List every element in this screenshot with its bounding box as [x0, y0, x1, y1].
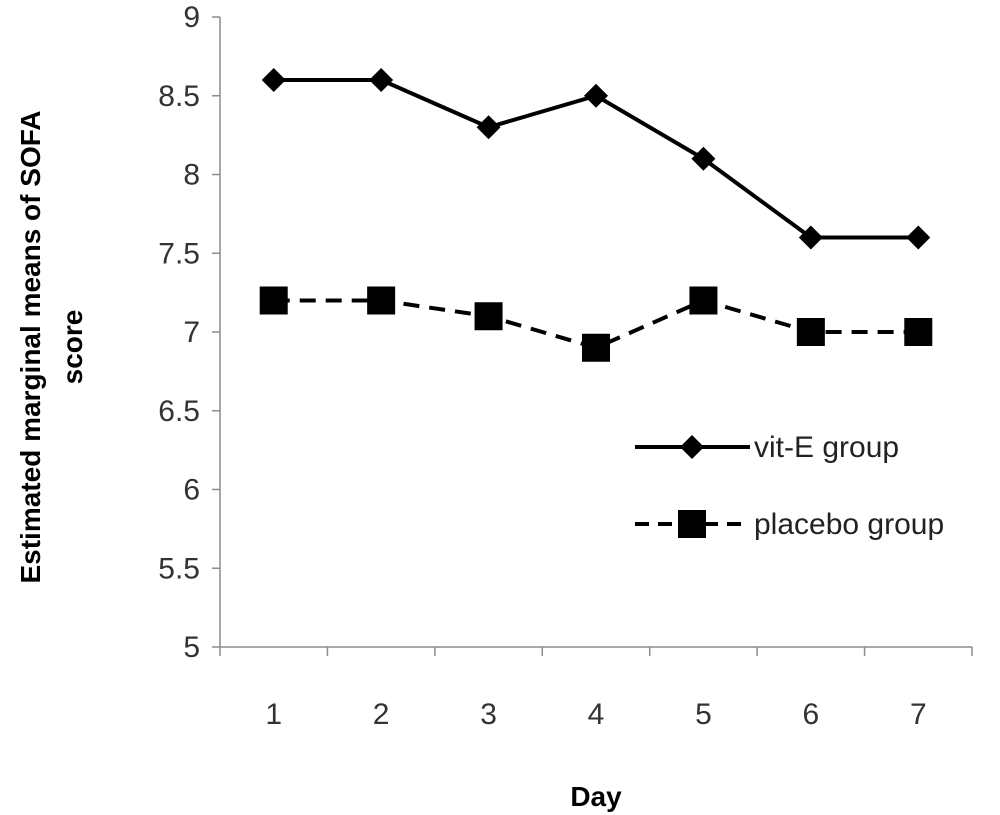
y-ticks: 5 5.5 6 6.5 7 7.5 8 8.5 9 — [158, 1, 220, 664]
y-tick-label: 7 — [183, 316, 200, 349]
data-point-diamond — [798, 225, 823, 250]
data-point-square — [689, 286, 718, 315]
x-tick-label: 5 — [695, 698, 712, 731]
data-point-diamond — [584, 83, 608, 108]
x-tick-label: 4 — [588, 698, 605, 731]
x-tick-label: 2 — [373, 698, 390, 731]
y-tick-label: 7.5 — [158, 237, 200, 270]
x-tick-label: 1 — [265, 698, 282, 731]
legend: vit-E group placebo group — [635, 431, 944, 541]
data-point-square — [904, 318, 933, 346]
y-axis-title-line1: Estimated marginal means of SOFA — [15, 110, 46, 583]
data-point-diamond — [476, 115, 501, 140]
series-layer — [259, 68, 933, 362]
x-tick-label: 7 — [910, 698, 927, 731]
legend-marker-vit-e — [680, 435, 704, 459]
data-point-diamond — [691, 146, 716, 171]
data-point-square — [259, 286, 288, 315]
y-tick-label: 9 — [183, 1, 200, 34]
legend-marker-placebo — [678, 510, 706, 538]
series-vit-e — [261, 68, 931, 250]
legend-item-placebo: placebo group — [635, 508, 944, 541]
y-axis-title-line2: score — [57, 310, 88, 385]
x-tick-label: 3 — [480, 698, 497, 731]
data-point-diamond — [906, 225, 931, 250]
data-point-square — [796, 318, 825, 346]
data-point-diamond — [261, 68, 286, 92]
y-tick-label: 8.5 — [158, 80, 200, 113]
y-tick-label: 5.5 — [158, 552, 200, 585]
y-tick-label: 6 — [183, 474, 200, 507]
x-axis-title: Day — [570, 781, 622, 812]
legend-label-placebo: placebo group — [754, 508, 944, 541]
data-point-square — [474, 302, 503, 331]
series-placebo — [259, 286, 933, 362]
y-tick-label: 5 — [183, 631, 200, 664]
x-ticks: 1 2 3 4 5 6 7 — [219, 647, 973, 731]
data-point-diamond — [369, 68, 394, 92]
legend-label-vit-e: vit-E group — [754, 431, 899, 464]
y-tick-label: 8 — [183, 159, 200, 192]
y-axis-group: 5 5.5 6 6.5 7 7.5 8 8.5 9 — [158, 1, 221, 664]
y-tick-label: 6.5 — [158, 395, 200, 428]
x-tick-label: 6 — [803, 698, 820, 731]
data-point-square — [582, 333, 610, 362]
legend-item-vit-e: vit-E group — [635, 431, 899, 464]
x-axis-group: 1 2 3 4 5 6 7 — [219, 646, 973, 731]
data-point-square — [367, 286, 396, 315]
